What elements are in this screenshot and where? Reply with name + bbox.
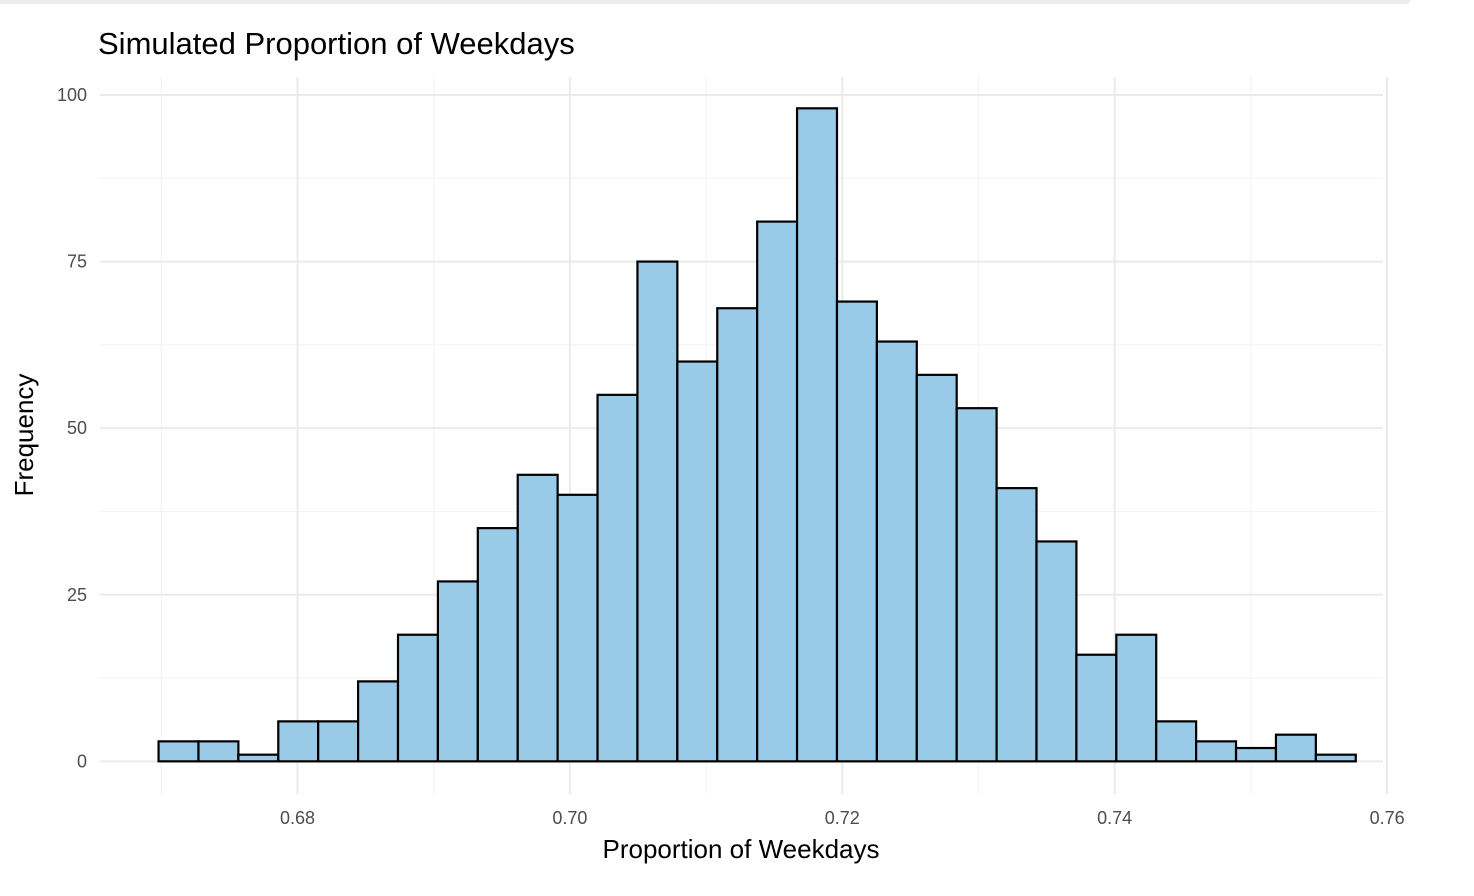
- histogram-bar: [596, 393, 639, 763]
- histogram-bar: [476, 527, 519, 763]
- histogram-bar: [436, 580, 479, 763]
- x-axis-title: Proportion of Weekdays: [603, 834, 880, 864]
- histogram-bar: [1115, 633, 1158, 763]
- y-tick-label: 0: [77, 751, 87, 771]
- y-tick-label: 25: [67, 585, 87, 605]
- x-tick-label: 0.74: [1097, 808, 1132, 828]
- histogram-bars: [157, 107, 1357, 763]
- histogram-bar: [1274, 733, 1317, 763]
- top-strip: [0, 0, 1410, 4]
- histogram-bar: [1234, 746, 1278, 763]
- histogram-bar: [756, 220, 799, 763]
- chart-title: Simulated Proportion of Weekdays: [98, 26, 575, 61]
- histogram-bar: [396, 633, 440, 763]
- histogram-bar: [676, 360, 719, 763]
- histogram-bar: [875, 340, 918, 763]
- histogram-bar: [556, 493, 599, 763]
- y-axis-title: Frequency: [9, 374, 39, 497]
- histogram-bar: [995, 487, 1038, 763]
- histogram-bar: [277, 720, 320, 763]
- histogram-bar: [1155, 720, 1198, 763]
- y-tick-label: 50: [67, 418, 87, 438]
- y-tick-label: 75: [67, 252, 87, 272]
- histogram-bar: [356, 680, 400, 763]
- histogram-bar: [955, 407, 998, 763]
- x-tick-label: 0.68: [280, 808, 315, 828]
- x-tick-label: 0.76: [1370, 808, 1405, 828]
- x-tick-label: 0.70: [552, 808, 587, 828]
- histogram-bar: [795, 107, 839, 763]
- histogram-bar: [636, 260, 679, 763]
- histogram-bar: [1075, 653, 1118, 763]
- histogram-bar: [1195, 740, 1238, 763]
- y-tick-label: 100: [57, 85, 87, 105]
- histogram-bar: [1314, 753, 1357, 763]
- histogram-bar: [197, 740, 240, 763]
- histogram-bar: [716, 307, 759, 763]
- x-axis-ticks: 0.68 0.70 0.72 0.74 0.76: [280, 808, 1405, 828]
- histogram-bar: [237, 753, 280, 763]
- histogram-bar: [516, 473, 559, 763]
- histogram-bar: [835, 300, 878, 763]
- histogram-bar: [915, 373, 958, 763]
- histogram-bar: [157, 740, 200, 763]
- x-tick-label: 0.72: [825, 808, 860, 828]
- y-axis-ticks: 0 25 50 75 100: [57, 85, 87, 771]
- histogram-bar: [1035, 540, 1078, 763]
- histogram-bar: [317, 720, 360, 763]
